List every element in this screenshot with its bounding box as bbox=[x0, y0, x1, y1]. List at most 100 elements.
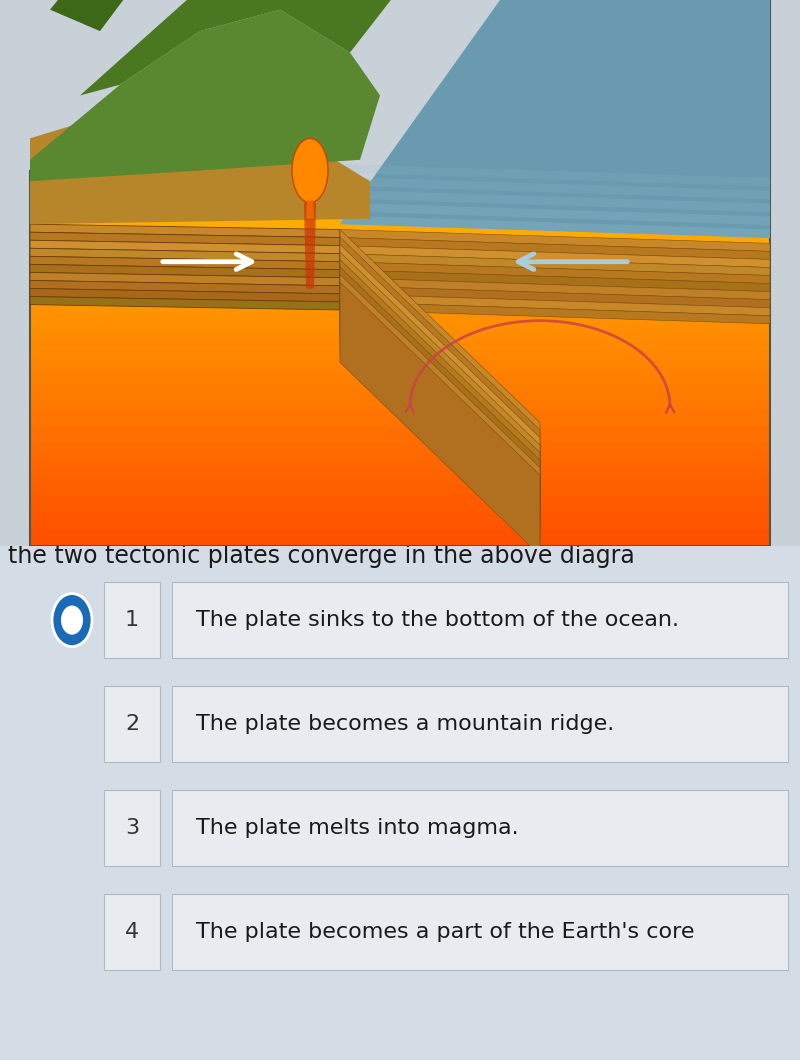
Polygon shape bbox=[30, 229, 770, 237]
Polygon shape bbox=[30, 254, 770, 263]
Polygon shape bbox=[340, 246, 770, 267]
Polygon shape bbox=[30, 391, 770, 400]
Polygon shape bbox=[80, 0, 400, 95]
Polygon shape bbox=[30, 248, 340, 262]
FancyBboxPatch shape bbox=[172, 582, 788, 658]
Polygon shape bbox=[30, 529, 770, 537]
Polygon shape bbox=[30, 357, 770, 366]
Polygon shape bbox=[30, 512, 770, 520]
Polygon shape bbox=[292, 139, 328, 202]
Polygon shape bbox=[340, 252, 540, 526]
Polygon shape bbox=[30, 288, 340, 302]
Polygon shape bbox=[340, 245, 540, 518]
Polygon shape bbox=[0, 0, 800, 546]
Text: The plate melts into magma.: The plate melts into magma. bbox=[196, 818, 518, 837]
Text: the two tectonic plates converge in the above diagra: the two tectonic plates converge in the … bbox=[8, 545, 634, 568]
Polygon shape bbox=[30, 494, 770, 504]
Polygon shape bbox=[340, 230, 770, 251]
Polygon shape bbox=[340, 262, 770, 284]
Polygon shape bbox=[30, 408, 770, 418]
Circle shape bbox=[61, 605, 83, 635]
Polygon shape bbox=[340, 260, 540, 533]
Polygon shape bbox=[30, 435, 770, 443]
Polygon shape bbox=[340, 202, 770, 225]
Polygon shape bbox=[30, 280, 770, 288]
Polygon shape bbox=[340, 177, 770, 199]
Polygon shape bbox=[30, 418, 770, 426]
Text: 2: 2 bbox=[125, 714, 139, 734]
Text: The plate sinks to the bottom of the ocean.: The plate sinks to the bottom of the oce… bbox=[196, 611, 679, 630]
Polygon shape bbox=[340, 302, 770, 323]
Polygon shape bbox=[30, 281, 340, 294]
Polygon shape bbox=[30, 272, 340, 286]
Polygon shape bbox=[30, 477, 770, 485]
FancyBboxPatch shape bbox=[172, 790, 788, 866]
Polygon shape bbox=[30, 264, 340, 278]
Text: 4: 4 bbox=[125, 922, 139, 941]
Polygon shape bbox=[30, 383, 770, 391]
Polygon shape bbox=[30, 246, 770, 254]
Polygon shape bbox=[30, 366, 770, 374]
Polygon shape bbox=[340, 215, 770, 238]
Polygon shape bbox=[340, 253, 770, 276]
Polygon shape bbox=[30, 504, 770, 512]
Polygon shape bbox=[30, 95, 370, 224]
Polygon shape bbox=[30, 323, 770, 332]
Polygon shape bbox=[30, 237, 770, 246]
Polygon shape bbox=[306, 200, 314, 218]
Polygon shape bbox=[30, 297, 340, 310]
Polygon shape bbox=[340, 267, 540, 541]
FancyBboxPatch shape bbox=[172, 894, 788, 970]
FancyBboxPatch shape bbox=[104, 790, 160, 866]
Polygon shape bbox=[30, 305, 770, 314]
Polygon shape bbox=[30, 340, 770, 349]
Polygon shape bbox=[30, 263, 770, 271]
Polygon shape bbox=[340, 164, 770, 187]
Polygon shape bbox=[30, 537, 770, 546]
Polygon shape bbox=[30, 241, 340, 253]
Polygon shape bbox=[30, 520, 770, 529]
Polygon shape bbox=[340, 282, 540, 555]
Polygon shape bbox=[30, 460, 770, 469]
Polygon shape bbox=[30, 485, 770, 494]
Polygon shape bbox=[30, 452, 770, 460]
Polygon shape bbox=[30, 349, 770, 357]
Polygon shape bbox=[340, 286, 770, 307]
Polygon shape bbox=[30, 211, 770, 219]
Polygon shape bbox=[340, 237, 540, 511]
FancyBboxPatch shape bbox=[172, 686, 788, 762]
Polygon shape bbox=[30, 288, 770, 297]
Polygon shape bbox=[30, 271, 770, 280]
FancyBboxPatch shape bbox=[104, 686, 160, 762]
Polygon shape bbox=[30, 224, 340, 237]
Polygon shape bbox=[30, 297, 770, 305]
Polygon shape bbox=[30, 257, 340, 269]
Polygon shape bbox=[30, 469, 770, 477]
FancyBboxPatch shape bbox=[104, 894, 160, 970]
Polygon shape bbox=[340, 294, 770, 316]
Polygon shape bbox=[340, 275, 540, 548]
Polygon shape bbox=[30, 202, 770, 211]
Polygon shape bbox=[340, 278, 770, 300]
Polygon shape bbox=[30, 443, 770, 452]
Polygon shape bbox=[30, 374, 770, 383]
FancyBboxPatch shape bbox=[104, 582, 160, 658]
Polygon shape bbox=[340, 269, 770, 292]
Polygon shape bbox=[30, 400, 770, 408]
Text: The plate becomes a mountain ridge.: The plate becomes a mountain ridge. bbox=[196, 714, 614, 734]
Polygon shape bbox=[30, 314, 770, 323]
Text: 3: 3 bbox=[125, 818, 139, 837]
Circle shape bbox=[52, 594, 92, 647]
Polygon shape bbox=[340, 0, 770, 238]
Polygon shape bbox=[340, 190, 770, 212]
Text: 1: 1 bbox=[125, 611, 139, 630]
Polygon shape bbox=[30, 232, 340, 246]
Polygon shape bbox=[340, 230, 540, 504]
Polygon shape bbox=[30, 426, 770, 435]
Polygon shape bbox=[304, 202, 316, 288]
Polygon shape bbox=[50, 0, 230, 31]
Polygon shape bbox=[340, 237, 770, 260]
Polygon shape bbox=[30, 10, 380, 181]
Text: The plate becomes a part of the Earth's core: The plate becomes a part of the Earth's … bbox=[196, 922, 694, 941]
Polygon shape bbox=[30, 219, 770, 229]
